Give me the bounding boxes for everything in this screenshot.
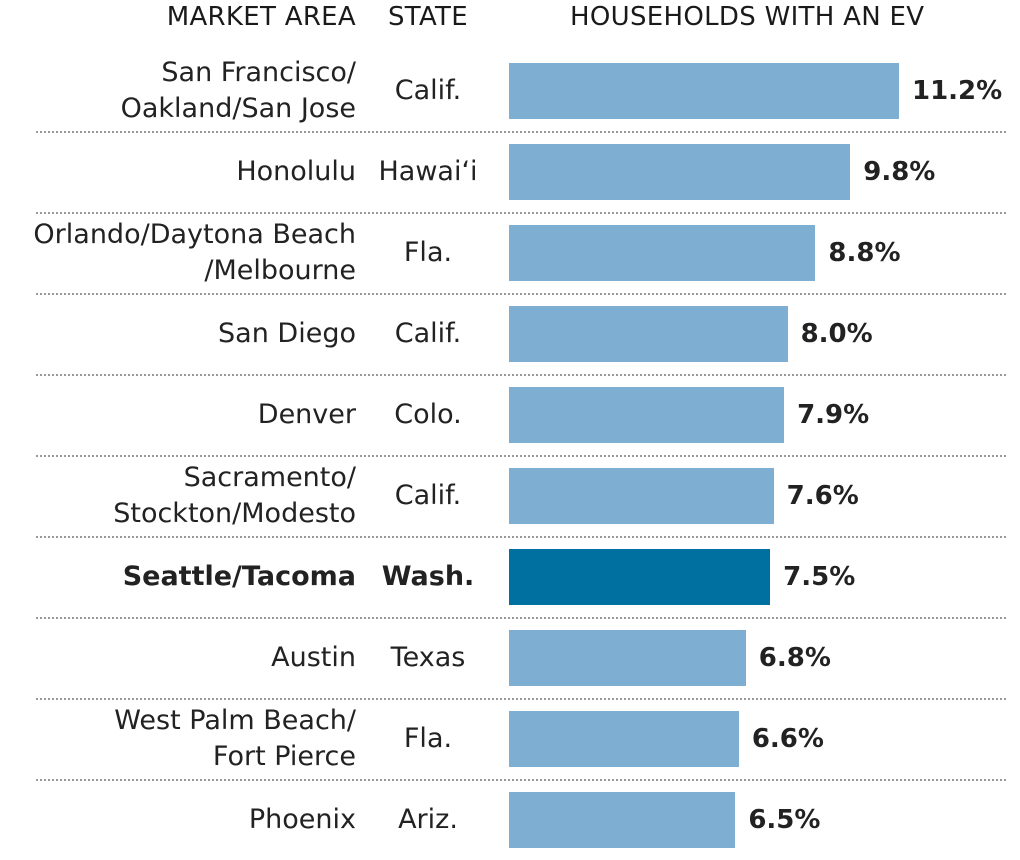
- bar: [509, 224, 816, 281]
- table-row: Sacramento/Stockton/Modesto Calif. 7.6%: [0, 455, 1020, 536]
- bar: [509, 629, 746, 686]
- row-divider: [36, 536, 1006, 538]
- row-divider: [36, 617, 1006, 619]
- market-area-label: Denver: [257, 398, 356, 430]
- state-label: Wash.: [381, 560, 475, 592]
- market-area-label: San Diego: [218, 317, 356, 349]
- market-area-header: MARKET AREA: [166, 2, 356, 32]
- state-label: Ariz.: [398, 803, 458, 835]
- value-label: 7.9%: [797, 399, 870, 430]
- row-divider: [36, 698, 1006, 700]
- state-label: Fla.: [403, 236, 453, 268]
- state-header: STATE: [388, 2, 468, 32]
- state-label: Hawai‘i: [378, 155, 478, 187]
- market-area-label: Orlando/Daytona Beach/Melbourne: [33, 218, 356, 286]
- value-label: 6.6%: [751, 723, 824, 754]
- value-label: 7.5%: [783, 561, 856, 592]
- bar: [509, 305, 788, 362]
- value-label: 8.0%: [800, 318, 873, 349]
- bar: [509, 548, 771, 605]
- table-row: San Diego Calif. 8.0%: [0, 293, 1020, 374]
- table-row: West Palm Beach/Fort Pierce Fla. 6.6%: [0, 698, 1020, 779]
- state-label: Colo.: [394, 398, 462, 430]
- table-row: Austin Texas 6.8%: [0, 617, 1020, 698]
- households-header: HOUSEHOLDS WITH AN EV: [570, 2, 925, 32]
- value-label: 8.8%: [828, 237, 901, 268]
- market-area-label: Seattle/Tacoma: [122, 560, 356, 592]
- row-divider: [36, 212, 1006, 214]
- table-row: San Francisco/Oakland/San Jose Calif. 11.2…: [0, 50, 1020, 131]
- value-label: 6.5%: [748, 804, 821, 835]
- bar: [509, 467, 774, 524]
- row-divider: [36, 779, 1006, 781]
- market-area-label: Phoenix: [248, 803, 356, 835]
- market-area-label: Austin: [271, 641, 356, 673]
- state-label: Calif.: [394, 317, 462, 349]
- value-label: 7.6%: [786, 480, 859, 511]
- value-label: 11.2%: [912, 75, 1003, 106]
- value-label: 6.8%: [758, 642, 831, 673]
- state-label: Calif.: [394, 74, 462, 106]
- bar: [509, 791, 736, 848]
- row-divider: [36, 374, 1006, 376]
- state-label: Texas: [390, 641, 466, 673]
- table-row: Orlando/Daytona Beach/Melbourne Fla. 8.8%: [0, 212, 1020, 293]
- bar: [509, 710, 739, 767]
- market-area-label: Honolulu: [236, 155, 356, 187]
- row-divider: [36, 455, 1006, 457]
- bar: [509, 386, 785, 443]
- table-row: Denver Colo. 7.9%: [0, 374, 1020, 455]
- row-divider: [36, 131, 1006, 133]
- market-area-label: Sacramento/Stockton/Modesto: [113, 461, 356, 529]
- value-label: 9.8%: [863, 156, 936, 187]
- state-label: Calif.: [394, 479, 462, 511]
- bar: [509, 62, 899, 119]
- table-row: Seattle/Tacoma Wash. 7.5%: [0, 536, 1020, 617]
- table-row: Phoenix Ariz. 6.5%: [0, 779, 1020, 860]
- market-area-label: West Palm Beach/Fort Pierce: [114, 704, 356, 772]
- row-divider: [36, 293, 1006, 295]
- state-label: Fla.: [403, 722, 453, 754]
- table-row: Honolulu Hawai‘i 9.8%: [0, 131, 1020, 212]
- bar: [509, 143, 851, 200]
- market-area-label: San Francisco/Oakland/San Jose: [120, 56, 356, 124]
